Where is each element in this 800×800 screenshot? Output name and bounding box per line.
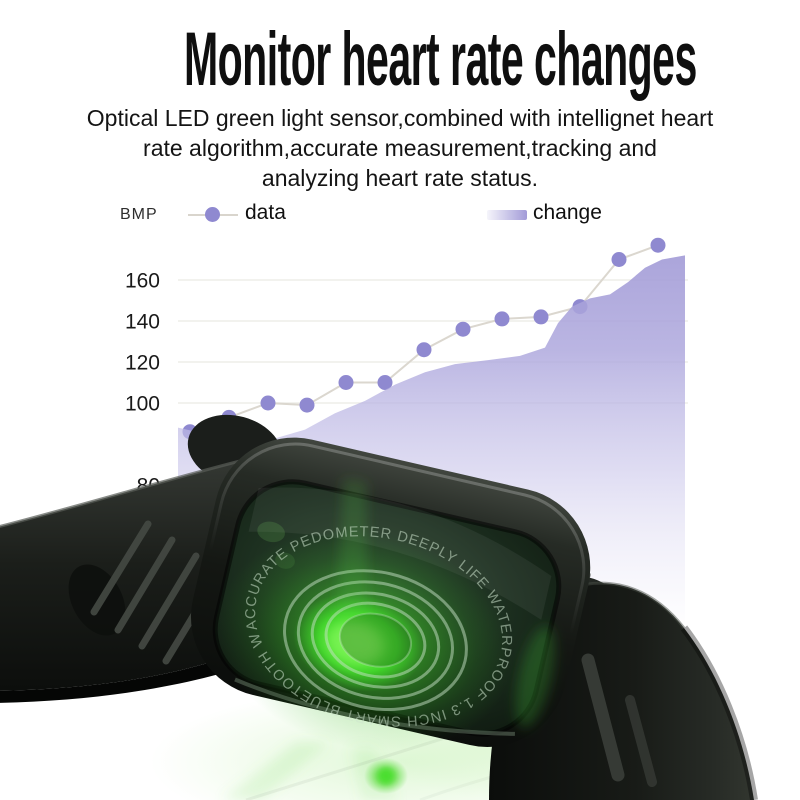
data-point <box>260 395 276 411</box>
heart-rate-sensor-rings <box>283 569 468 712</box>
y-axis-tick-label: 160 <box>125 270 160 293</box>
page-title: Monitor heart rate changes <box>183 17 697 102</box>
green-bevel-reflection <box>515 626 555 728</box>
sensor-inner-disc <box>338 612 413 668</box>
green-light-beam <box>336 478 368 615</box>
legend-label-data: data <box>245 201 286 224</box>
green-led-dot-core <box>378 768 394 784</box>
data-point <box>494 311 510 327</box>
data-point <box>416 342 432 358</box>
strap-underside <box>0 645 258 703</box>
y-axis-tick-label: 120 <box>125 352 160 375</box>
y-axis-tick-label: 140 <box>125 311 160 334</box>
strap-edge-shadow <box>680 625 758 800</box>
page-subtitle: Optical LED green light sensor,combined … <box>0 103 800 193</box>
data-point <box>533 309 549 325</box>
subtitle-line: analyzing heart rate status. <box>261 165 539 191</box>
y-axis-unit-label: BMP <box>120 206 158 223</box>
y-axis-tick-label: 100 <box>125 393 160 416</box>
data-point <box>299 397 315 413</box>
strap-edge-highlight <box>0 459 241 528</box>
green-led-hotspot <box>326 622 382 664</box>
chart-legend: BMP data change <box>0 200 800 232</box>
data-point <box>455 321 471 337</box>
subtitle-line: Optical LED green light sensor,combined … <box>86 105 714 131</box>
glass-sheen <box>248 487 552 620</box>
data-point <box>377 375 393 390</box>
case-bottom-rim-highlight <box>234 677 515 736</box>
data-point <box>338 375 354 390</box>
green-light-leak <box>257 521 285 543</box>
green-light-beam <box>222 742 330 800</box>
data-point <box>650 237 666 253</box>
legend-label-change: change <box>533 201 602 224</box>
data-point <box>611 252 627 267</box>
change-series-marker <box>487 210 527 220</box>
data-series-marker <box>188 207 238 222</box>
subtitle-line: rate algorithm,accurate measurement,trac… <box>143 135 657 161</box>
data-series-dot-icon <box>205 207 220 222</box>
